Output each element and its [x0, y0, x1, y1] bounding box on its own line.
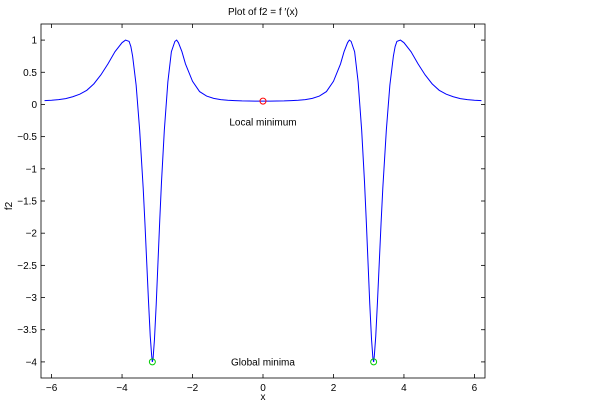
y-tick-label: 0.5 — [23, 68, 37, 79]
x-axis-label: x — [261, 392, 266, 403]
annotation-label: Global minima — [231, 357, 295, 368]
x-tick-label: −4 — [116, 383, 128, 394]
minimum-marker — [148, 358, 156, 366]
y-tick-label: 0 — [31, 100, 37, 111]
y-tick-label: 1 — [31, 36, 37, 47]
annotation-label: Local minimum — [229, 117, 296, 128]
chart-title: Plot of f2 = f ′(x) — [228, 7, 298, 18]
y-axis-label: f2 — [4, 201, 15, 210]
y-tick-label: −2 — [26, 229, 38, 240]
y-tick-label: −4 — [26, 357, 38, 368]
y-tick-label: −1 — [26, 164, 38, 175]
y-tick-label: −1.5 — [17, 197, 37, 208]
y-tick-label: −3.5 — [17, 325, 37, 336]
x-tick-label: −2 — [187, 383, 199, 394]
plot-area: −6 −4 −2 0 2 4 6 1 0.5 0 −0.5 −1 −1.5 −2 −2.5 −3 −3.5 −4 L… — [17, 23, 486, 394]
series-line — [44, 39, 482, 363]
x-tick-label: 0 — [260, 383, 266, 394]
minimum-marker — [370, 358, 378, 366]
minimum-marker — [259, 97, 267, 105]
x-tick-label: −6 — [46, 383, 58, 394]
y-tick-label: −3 — [26, 293, 38, 304]
x-tick-label: 2 — [331, 383, 337, 394]
y-tick-label: −2.5 — [17, 261, 37, 272]
x-tick-label: 4 — [401, 383, 407, 394]
y-tick-label: −0.5 — [17, 132, 37, 143]
x-tick-label: 6 — [472, 383, 478, 394]
